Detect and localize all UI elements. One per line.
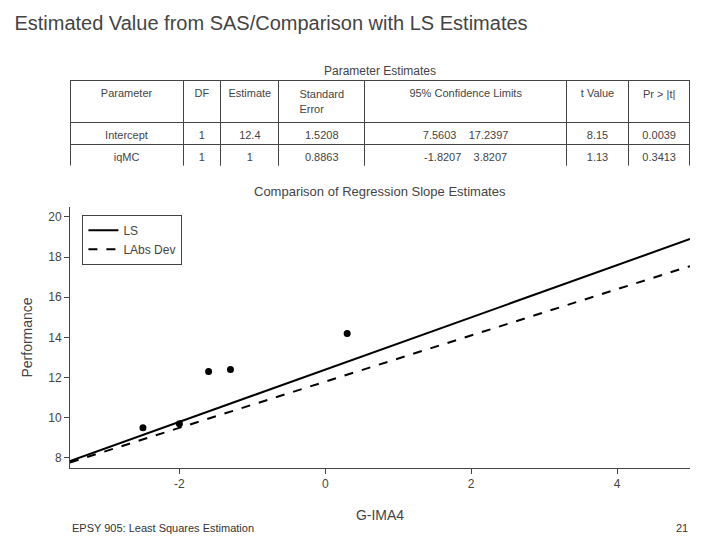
svg-text:1.13: 1.13 — [587, 151, 608, 163]
svg-text:12.4: 12.4 — [239, 129, 260, 141]
svg-text:Pr > |t|: Pr > |t| — [643, 88, 675, 100]
svg-text:-1.8207 3.8207: -1.8207 3.8207 — [424, 151, 507, 163]
svg-text:10: 10 — [48, 411, 62, 425]
svg-text:Intercept: Intercept — [105, 129, 148, 141]
svg-text:14: 14 — [48, 331, 62, 345]
svg-text:20: 20 — [48, 210, 62, 224]
svg-text:1.5208: 1.5208 — [305, 129, 339, 141]
svg-text:7.5603 17.2397: 7.5603 17.2397 — [423, 129, 509, 141]
svg-text:21: 21 — [676, 522, 688, 534]
svg-text:StandardError: StandardError — [299, 88, 344, 114]
svg-text:1: 1 — [247, 151, 253, 163]
svg-text:8: 8 — [55, 451, 62, 465]
svg-text:Performance: Performance — [19, 297, 35, 377]
svg-text:8.15: 8.15 — [587, 129, 608, 141]
svg-text:4: 4 — [614, 477, 621, 491]
svg-text:EPSY 905: Least Squares Estima: EPSY 905: Least Squares Estimation — [72, 522, 254, 534]
svg-text:-2: -2 — [174, 477, 185, 491]
svg-text:0.8863: 0.8863 — [305, 151, 339, 163]
svg-text:1: 1 — [199, 151, 205, 163]
svg-text:0.3413: 0.3413 — [642, 151, 676, 163]
svg-text:2: 2 — [468, 477, 475, 491]
svg-text:t Value: t Value — [581, 87, 614, 99]
svg-text:Parameter: Parameter — [101, 87, 153, 99]
svg-text:0: 0 — [322, 477, 329, 491]
svg-text:LS: LS — [123, 224, 138, 238]
svg-text:16: 16 — [48, 290, 62, 304]
svg-text:iqMC: iqMC — [114, 151, 140, 163]
svg-text:LAbs Dev: LAbs Dev — [123, 243, 175, 257]
svg-text:Parameter Estimates: Parameter Estimates — [324, 64, 436, 78]
svg-text:G-IMA4: G-IMA4 — [356, 507, 404, 523]
svg-text:Estimated Value from SAS/Compa: Estimated Value from SAS/Comparison with… — [14, 12, 527, 34]
svg-text:DF: DF — [195, 87, 210, 99]
svg-text:0.0039: 0.0039 — [642, 129, 676, 141]
svg-text:95% Confidence Limits: 95% Confidence Limits — [409, 87, 522, 99]
svg-text:Comparison of Regression Slope: Comparison of Regression Slope Estimates — [254, 184, 506, 199]
svg-text:18: 18 — [48, 250, 62, 264]
svg-text:12: 12 — [48, 371, 62, 385]
svg-text:1: 1 — [199, 129, 205, 141]
svg-text:Estimate: Estimate — [228, 87, 271, 99]
